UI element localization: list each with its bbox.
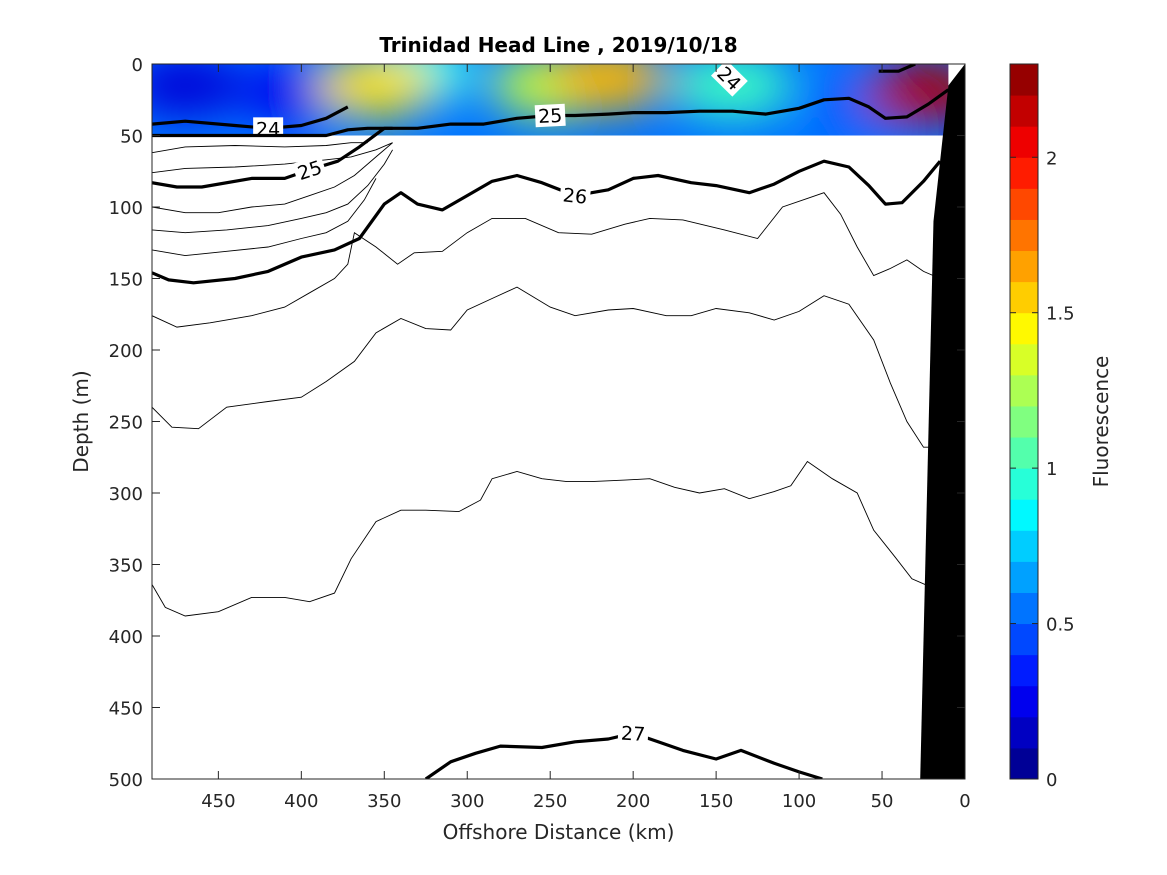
chart-title: Trinidad Head Line , 2019/10/18	[379, 33, 737, 57]
x-tick-label: 150	[699, 791, 733, 812]
x-tick-label: 300	[450, 791, 484, 812]
y-tick-label: 50	[120, 127, 143, 148]
thin-isopycnals	[152, 142, 941, 617]
colorbar-segment	[1010, 219, 1038, 252]
fluorescence-patch	[863, 64, 949, 125]
colorbar-segment	[1010, 716, 1038, 749]
colorbar-tick-label: 0.5	[1046, 615, 1075, 636]
plot-area	[152, 64, 965, 779]
x-tick-label: 350	[367, 791, 401, 812]
colorbar-segment	[1010, 468, 1038, 500]
isopycnal-thin	[152, 142, 368, 154]
colorbar-frame	[1009, 63, 1039, 780]
colorbar-segment	[1010, 281, 1038, 314]
colorbar-segment	[1010, 623, 1038, 656]
fluorescence-field	[152, 64, 949, 136]
y-tick-label: 500	[109, 770, 143, 791]
colorbar-tick-label: 2	[1046, 148, 1057, 169]
colorbar-segment	[1010, 64, 1038, 96]
contour-label: 25	[538, 105, 563, 128]
fluorescence-patch	[152, 64, 246, 118]
colorbar-segment	[1010, 437, 1038, 469]
x-tick-label: 100	[782, 791, 816, 812]
x-tick-label: 0	[959, 791, 970, 812]
y-tick-label: 150	[109, 270, 143, 291]
isopycnal-26	[152, 159, 942, 285]
isopycnal-thin	[152, 178, 377, 257]
colorbar-segment	[1010, 405, 1038, 438]
contour-label: 26	[562, 184, 588, 208]
colorbar-segment	[1010, 747, 1038, 780]
colorbar: 0 0.5 1 1.5 2	[1009, 63, 1075, 791]
y-tick-label: 0	[132, 55, 143, 76]
colorbar-tick-label: 1	[1046, 459, 1057, 480]
y-tick-label: 300	[109, 484, 143, 505]
y-tick-label: 250	[109, 413, 143, 434]
colorbar-tick-label: 1.5	[1046, 304, 1075, 325]
colorbar-segment	[1010, 592, 1038, 625]
fluorescence-patch	[316, 64, 436, 118]
y-tick-label: 100	[109, 198, 143, 219]
x-tick-label: 450	[201, 791, 235, 812]
isopycnal-thin	[152, 149, 393, 234]
isopycnal-thin	[152, 142, 393, 214]
colorbar-tick-label: 0	[1046, 770, 1057, 791]
colorbar-segment	[1010, 157, 1038, 189]
colorbar-segment	[1010, 374, 1038, 407]
isopycnal-thin	[152, 460, 932, 617]
fluorescence-patch	[548, 64, 669, 111]
colorbar-label: Fluorescence	[1089, 356, 1113, 488]
x-tick-label: 50	[871, 791, 894, 812]
x-tick-label: 250	[533, 791, 567, 812]
isopycnal-24	[878, 64, 916, 73]
y-tick-label: 200	[109, 341, 143, 362]
colorbar-segment	[1010, 654, 1038, 687]
colorbar-segment	[1010, 343, 1038, 376]
colorbar-segment	[1010, 95, 1038, 127]
y-axis-label: Depth (m)	[69, 370, 93, 472]
colorbar-segment	[1010, 685, 1038, 718]
y-tick-label: 400	[109, 627, 143, 648]
x-tick-label: 200	[616, 791, 650, 812]
x-axis: 450 400 350 300 250 200 150 100 50 0	[201, 64, 971, 812]
contour-label: 27	[620, 723, 645, 746]
x-axis-label: Offshore Distance (km)	[443, 820, 675, 844]
y-tick-label: 350	[109, 556, 143, 577]
colorbar-segment	[1010, 312, 1038, 345]
y-axis: 0 50 100 150 200 250 300 350 400 450 500	[109, 55, 965, 791]
colorbar-segment	[1010, 499, 1038, 531]
x-tick-label: 400	[284, 791, 318, 812]
isopycnal-thin	[152, 192, 941, 328]
isopycnal-thin	[152, 286, 941, 448]
continental-shelf	[920, 64, 965, 779]
colorbar-segment	[1010, 530, 1038, 562]
colorbar-segment	[1010, 250, 1038, 283]
y-tick-label: 450	[109, 699, 143, 720]
colorbar-segment	[1010, 126, 1038, 158]
colorbar-segment	[1010, 561, 1038, 593]
colorbar-segment	[1010, 188, 1038, 220]
